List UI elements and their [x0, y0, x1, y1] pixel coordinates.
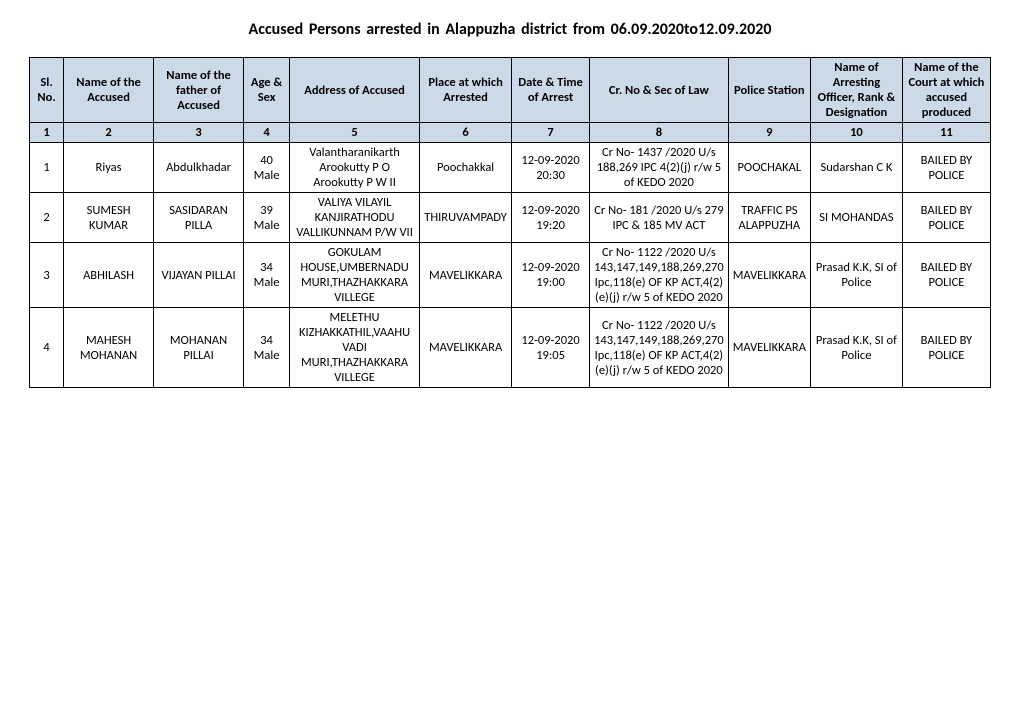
cell-age: 39 Male [244, 193, 290, 243]
colnum: 11 [902, 123, 990, 143]
col-court: Name of the Court at which accused produ… [902, 58, 990, 123]
page-title: Accused Persons arrested in Alappuzha di… [20, 20, 1000, 39]
col-place: Place at which Arrested [420, 58, 512, 123]
colnum: 5 [290, 123, 420, 143]
colnum: 9 [728, 123, 810, 143]
table-row: 3 ABHILASH VIJAYAN PILLAI 34 Male GOKULA… [30, 243, 991, 308]
cell-officer: Prasad K.K, SI of Police [810, 243, 902, 308]
cell-place: MAVELIKKARA [420, 308, 512, 388]
cell-address: VALIYA VILAYIL KANJIRATHODU VALLIKUNNAM … [290, 193, 420, 243]
cell-officer: Sudarshan C K [810, 143, 902, 193]
cell-sl: 1 [30, 143, 64, 193]
cell-father: VIJAYAN PILLAI [154, 243, 244, 308]
cell-sl: 3 [30, 243, 64, 308]
cell-place: MAVELIKKARA [420, 243, 512, 308]
colnum: 3 [154, 123, 244, 143]
column-number-row: 1 2 3 4 5 6 7 8 9 10 11 [30, 123, 991, 143]
cell-age: 34 Male [244, 243, 290, 308]
cell-age: 40 Male [244, 143, 290, 193]
cell-datetime: 12-09-2020 19:00 [512, 243, 590, 308]
cell-place: Poochakkal [420, 143, 512, 193]
cell-father: SASIDARAN PILLA [154, 193, 244, 243]
cell-datetime: 12-09-2020 20:30 [512, 143, 590, 193]
cell-age: 34 Male [244, 308, 290, 388]
cell-officer: Prasad K.K, SI of Police [810, 308, 902, 388]
col-station: Police Station [728, 58, 810, 123]
table-row: 4 MAHESH MOHANAN MOHANAN PILLAI 34 Male … [30, 308, 991, 388]
cell-name: Riyas [64, 143, 154, 193]
cell-datetime: 12-09-2020 19:05 [512, 308, 590, 388]
cell-crno: Cr No- 1122 /2020 U/s 143,147,149,188,26… [590, 243, 729, 308]
table-row: 1 Riyas Abdulkhadar 40 Male Valantharani… [30, 143, 991, 193]
colnum: 7 [512, 123, 590, 143]
col-name: Name of the Accused [64, 58, 154, 123]
cell-address: Valantharanikarth Arookutty P O Arookutt… [290, 143, 420, 193]
table-row: 2 SUMESH KUMAR SASIDARAN PILLA 39 Male V… [30, 193, 991, 243]
colnum: 1 [30, 123, 64, 143]
cell-address: MELETHU KIZHAKKATHIL,VAAHU VADI MURI,THA… [290, 308, 420, 388]
cell-sl: 4 [30, 308, 64, 388]
arrest-table: Sl. No. Name of the Accused Name of the … [29, 57, 991, 388]
col-officer: Name of Arresting Officer, Rank & Design… [810, 58, 902, 123]
cell-address: GOKULAM HOUSE,UMBERNADU MURI,THAZHAKKARA… [290, 243, 420, 308]
col-father: Name of the father of Accused [154, 58, 244, 123]
cell-crno: Cr No- 1122 /2020 U/s 143,147,149,188,26… [590, 308, 729, 388]
colnum: 8 [590, 123, 729, 143]
cell-datetime: 12-09-2020 19:20 [512, 193, 590, 243]
cell-station: POOCHAKAL [728, 143, 810, 193]
cell-name: ABHILASH [64, 243, 154, 308]
cell-name: SUMESH KUMAR [64, 193, 154, 243]
cell-court: BAILED BY POLICE [902, 308, 990, 388]
cell-officer: SI MOHANDAS [810, 193, 902, 243]
cell-father: MOHANAN PILLAI [154, 308, 244, 388]
cell-father: Abdulkhadar [154, 143, 244, 193]
cell-name: MAHESH MOHANAN [64, 308, 154, 388]
cell-crno: Cr No- 1437 /2020 U/s 188,269 IPC 4(2)(j… [590, 143, 729, 193]
cell-court: BAILED BY POLICE [902, 193, 990, 243]
col-crno: Cr. No & Sec of Law [590, 58, 729, 123]
cell-station: MAVELIKKARA [728, 243, 810, 308]
cell-crno: Cr No- 181 /2020 U/s 279 IPC & 185 MV AC… [590, 193, 729, 243]
colnum: 2 [64, 123, 154, 143]
col-slno: Sl. No. [30, 58, 64, 123]
cell-court: BAILED BY POLICE [902, 143, 990, 193]
cell-sl: 2 [30, 193, 64, 243]
table-header-row: Sl. No. Name of the Accused Name of the … [30, 58, 991, 123]
colnum: 6 [420, 123, 512, 143]
cell-station: TRAFFIC PS ALAPPUZHA [728, 193, 810, 243]
colnum: 4 [244, 123, 290, 143]
col-age: Age & Sex [244, 58, 290, 123]
col-address: Address of Accused [290, 58, 420, 123]
colnum: 10 [810, 123, 902, 143]
cell-place: THIRUVAMPADY [420, 193, 512, 243]
cell-court: BAILED BY POLICE [902, 243, 990, 308]
cell-station: MAVELIKKARA [728, 308, 810, 388]
col-datetime: Date & Time of Arrest [512, 58, 590, 123]
